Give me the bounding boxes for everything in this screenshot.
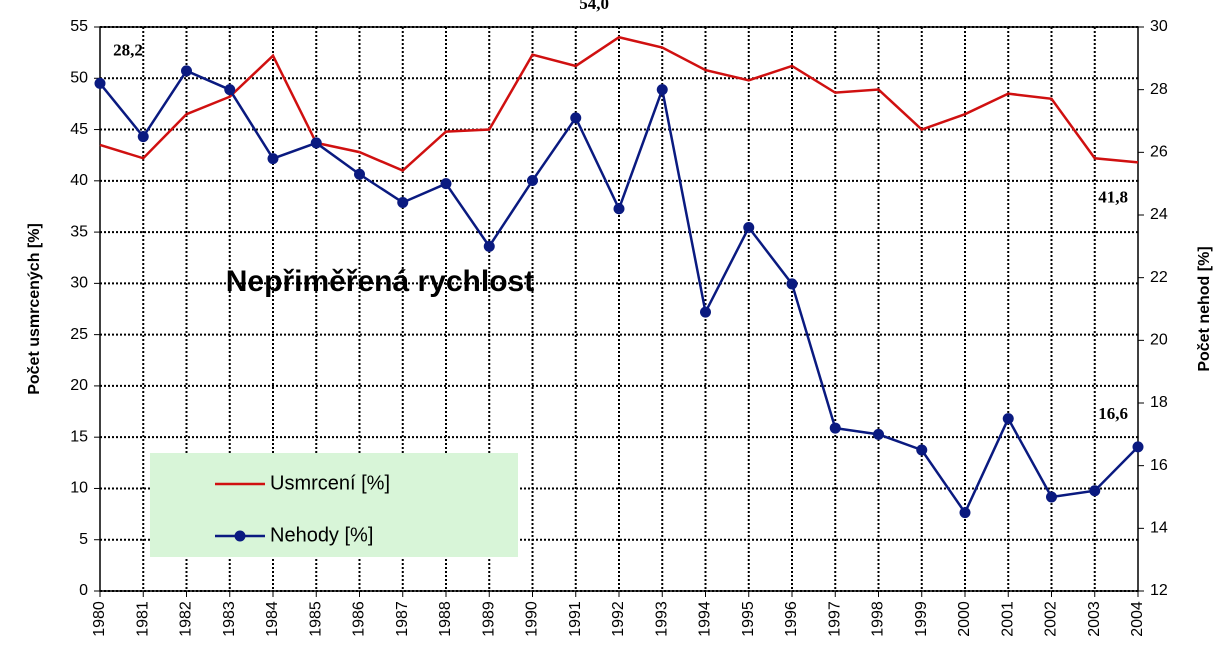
point [397, 196, 409, 208]
x-tick-label: 1985 [307, 601, 324, 637]
y-tick-label: 20 [70, 377, 88, 394]
y-tick-label: 5 [79, 531, 88, 548]
point [959, 507, 971, 519]
x-tick-label: 2004 [1129, 601, 1146, 637]
legend-label: Usmrcení [%] [270, 472, 390, 494]
point [267, 153, 279, 165]
point [786, 278, 798, 290]
legend-box [150, 453, 518, 557]
x-tick-label: 1987 [394, 601, 411, 637]
y-tick-label: 55 [70, 18, 88, 35]
point [1002, 413, 1014, 425]
y2-tick-label: 30 [1150, 18, 1168, 35]
x-tick-label: 1991 [567, 601, 584, 637]
y2-tick-label: 26 [1150, 144, 1168, 161]
x-tick-label: 1997 [826, 601, 843, 637]
y-tick-label: 0 [79, 582, 88, 599]
point [656, 84, 668, 96]
x-tick-label: 1996 [783, 601, 800, 637]
x-tick-label: 1988 [437, 601, 454, 637]
x-tick-label: 1983 [221, 601, 238, 637]
x-tick-label: 1980 [91, 601, 108, 637]
value-label: 16,6 [1098, 404, 1128, 423]
x-tick-label: 1993 [653, 601, 670, 637]
point [1089, 485, 1101, 497]
point [873, 428, 884, 440]
x-tick-label: 1989 [480, 601, 497, 637]
point [354, 168, 365, 180]
point [700, 306, 711, 318]
point [1132, 441, 1144, 453]
point [916, 444, 928, 456]
x-tick-label: 1995 [740, 601, 757, 637]
y-tick-label: 15 [70, 428, 88, 445]
y2-tick-label: 16 [1150, 457, 1168, 474]
x-tick-label: 1994 [697, 601, 714, 637]
point [1046, 491, 1057, 503]
point [743, 222, 755, 234]
series-line [99, 35, 1139, 173]
x-tick-label: 1982 [178, 601, 195, 637]
x-tick-label: 2003 [1086, 601, 1103, 637]
plot-frame [99, 26, 1139, 592]
y-tick-label: 50 [70, 69, 88, 86]
chart-title: Nepřiměřená rychlost [226, 265, 534, 298]
x-tick-label: 1984 [264, 601, 281, 637]
y-tick-label: 25 [70, 326, 88, 343]
x-tick-label: 1998 [870, 601, 887, 637]
x-tick-label: 1981 [134, 601, 151, 637]
y-tick-label: 10 [70, 480, 88, 497]
x-tick-label: 2000 [956, 601, 973, 637]
point [570, 112, 582, 124]
y2-tick-label: 18 [1150, 394, 1168, 411]
legend: Usmrcení [%] Nehody [%] [150, 453, 518, 557]
value-label: 28,2 [113, 40, 143, 59]
x-tick-label: 2001 [999, 601, 1016, 637]
y2-tick-label: 22 [1150, 269, 1168, 286]
point [94, 77, 106, 89]
legend-marker [234, 530, 246, 542]
y2-tick-label: 12 [1150, 582, 1168, 599]
point [181, 65, 192, 77]
point [310, 137, 322, 149]
y2-axis-title: Počet nehod [%] [1196, 246, 1213, 371]
y2-tick-label: 20 [1150, 332, 1168, 349]
y2-tick-label: 14 [1150, 520, 1168, 537]
x-tick-label: 1986 [351, 601, 368, 637]
point [137, 131, 149, 143]
y2-tick-label: 24 [1150, 206, 1168, 223]
point [483, 240, 495, 252]
point [224, 84, 236, 96]
x-tick-label: 1999 [913, 601, 930, 637]
value-label: 41,8 [1098, 187, 1128, 206]
y-tick-label: 30 [70, 275, 88, 292]
point [527, 175, 538, 187]
y-tick-label: 45 [70, 121, 88, 138]
value-label: 54,0 [579, 0, 609, 13]
y-tick-label: 40 [70, 172, 88, 189]
y-tick-label: 35 [70, 223, 88, 240]
x-tick-label: 2002 [1043, 601, 1060, 637]
point [829, 422, 841, 434]
y2-tick-label: 28 [1150, 81, 1168, 98]
y-axis-title: Počet usmrcených [%] [26, 223, 43, 395]
x-tick-label: 1992 [610, 601, 627, 637]
point [613, 203, 625, 215]
point [440, 178, 452, 190]
x-tick-label: 1990 [524, 601, 541, 637]
legend-label: Nehody [%] [270, 524, 373, 546]
